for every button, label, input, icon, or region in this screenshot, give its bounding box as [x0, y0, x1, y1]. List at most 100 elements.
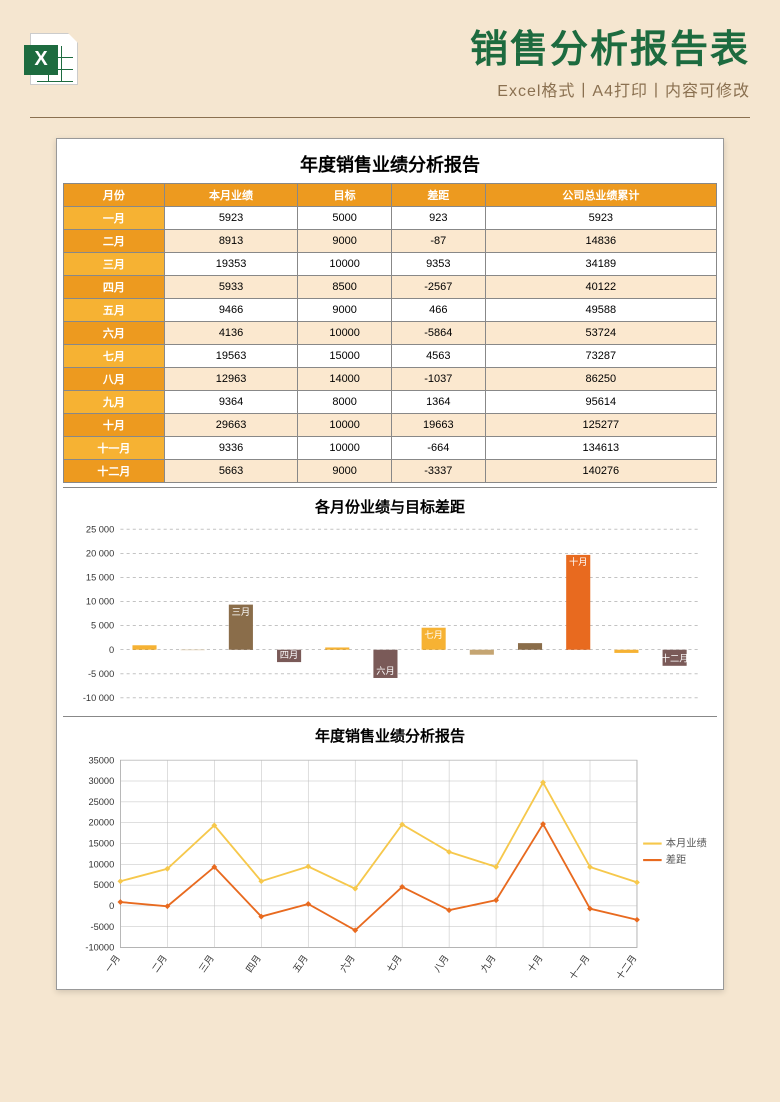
svg-text:10000: 10000	[88, 860, 114, 870]
data-cell: 14836	[485, 230, 716, 253]
row-header: 十二月	[64, 460, 165, 483]
data-cell: 95614	[485, 391, 716, 414]
data-cell: 4136	[164, 322, 297, 345]
line-chart-title: 年度销售业绩分析报告	[71, 725, 709, 746]
svg-text:-10 000: -10 000	[83, 693, 114, 703]
svg-text:八月: 八月	[432, 953, 451, 974]
data-cell: 49588	[485, 299, 716, 322]
data-cell: -87	[391, 230, 485, 253]
data-cell: -1037	[391, 368, 485, 391]
svg-text:六月: 六月	[376, 665, 394, 676]
line-chart-box: 年度销售业绩分析报告 -10000-5000050001000015000200…	[63, 716, 717, 982]
data-cell: 19663	[391, 414, 485, 437]
data-cell: 14000	[298, 368, 392, 391]
data-cell: 29663	[164, 414, 297, 437]
data-cell: 8500	[298, 276, 392, 299]
table-row: 四月59338500-256740122	[64, 276, 717, 299]
svg-text:十二月: 十二月	[614, 953, 639, 979]
data-cell: 5923	[485, 207, 716, 230]
svg-text:-5 000: -5 000	[88, 669, 114, 679]
svg-text:七月: 七月	[424, 630, 443, 640]
data-cell: 34189	[485, 253, 716, 276]
data-cell: 9336	[164, 437, 297, 460]
svg-text:5000: 5000	[94, 880, 115, 890]
page-subtitle: Excel格式丨A4打印丨内容可修改	[104, 77, 750, 101]
svg-text:差距: 差距	[666, 853, 687, 866]
svg-text:四月: 四月	[280, 650, 299, 660]
data-cell: 9353	[391, 253, 485, 276]
data-cell: 1364	[391, 391, 485, 414]
table-row: 二月89139000-8714836	[64, 230, 717, 253]
data-cell: -5864	[391, 322, 485, 345]
page-header: X 销售分析报告表 Excel格式丨A4打印丨内容可修改	[0, 0, 780, 111]
svg-text:5 000: 5 000	[91, 621, 114, 631]
data-cell: -3337	[391, 460, 485, 483]
data-cell: 40122	[485, 276, 716, 299]
data-cell: 10000	[298, 322, 392, 345]
svg-text:二月: 二月	[150, 953, 169, 974]
col-header: 月份	[64, 184, 165, 207]
data-cell: -664	[391, 437, 485, 460]
row-header: 九月	[64, 391, 165, 414]
row-header: 二月	[64, 230, 165, 253]
svg-text:十月: 十月	[525, 953, 545, 974]
data-cell: 5663	[164, 460, 297, 483]
page-title: 销售分析报告表	[104, 18, 750, 73]
svg-text:六月: 六月	[337, 953, 357, 974]
data-cell: 5000	[298, 207, 392, 230]
table-row: 十月296631000019663125277	[64, 414, 717, 437]
table-row: 九月93648000136495614	[64, 391, 717, 414]
svg-text:十一月: 十一月	[567, 953, 592, 979]
data-cell: 140276	[485, 460, 716, 483]
data-cell: 923	[391, 207, 485, 230]
svg-text:10 000: 10 000	[86, 597, 114, 607]
data-cell: 15000	[298, 345, 392, 368]
worksheet: 年度销售业绩分析报告 月份本月业绩目标差距公司总业绩累计 一月592350009…	[56, 138, 724, 990]
svg-text:五月: 五月	[291, 953, 310, 974]
svg-text:25 000: 25 000	[86, 524, 114, 534]
data-cell: 53724	[485, 322, 716, 345]
svg-text:本月业绩: 本月业绩	[666, 837, 707, 850]
data-cell: 9000	[298, 299, 392, 322]
data-cell: 9364	[164, 391, 297, 414]
report-title: 年度销售业绩分析报告	[63, 145, 717, 183]
data-cell: 10000	[298, 437, 392, 460]
row-header: 十一月	[64, 437, 165, 460]
row-header: 三月	[64, 253, 165, 276]
table-row: 十二月56639000-3337140276	[64, 460, 717, 483]
col-header: 公司总业绩累计	[485, 184, 716, 207]
svg-text:25000: 25000	[88, 797, 114, 807]
table-row: 三月1935310000935334189	[64, 253, 717, 276]
table-row: 一月592350009235923	[64, 207, 717, 230]
row-header: 六月	[64, 322, 165, 345]
data-cell: 19563	[164, 345, 297, 368]
svg-text:一月: 一月	[103, 953, 122, 974]
table-row: 八月1296314000-103786250	[64, 368, 717, 391]
data-cell: 8000	[298, 391, 392, 414]
col-header: 本月业绩	[164, 184, 297, 207]
col-header: 目标	[298, 184, 392, 207]
svg-text:15000: 15000	[88, 839, 114, 849]
svg-text:20000: 20000	[88, 818, 114, 828]
data-cell: 10000	[298, 253, 392, 276]
svg-text:七月: 七月	[385, 953, 404, 974]
table-row: 七月1956315000456373287	[64, 345, 717, 368]
data-cell: 125277	[485, 414, 716, 437]
table-row: 十一月933610000-664134613	[64, 437, 717, 460]
col-header: 差距	[391, 184, 485, 207]
svg-text:九月: 九月	[478, 953, 498, 974]
svg-text:十二月: 十二月	[661, 653, 689, 664]
data-cell: 9466	[164, 299, 297, 322]
row-header: 十月	[64, 414, 165, 437]
svg-text:30000: 30000	[88, 776, 114, 786]
excel-icon: X	[30, 31, 88, 89]
bar-chart-title: 各月份业绩与目标差距	[71, 496, 709, 517]
svg-text:0: 0	[109, 901, 114, 911]
row-header: 五月	[64, 299, 165, 322]
data-cell: 10000	[298, 414, 392, 437]
line-chart: -10000-500005000100001500020000250003000…	[71, 752, 709, 978]
row-header: 八月	[64, 368, 165, 391]
svg-text:三月: 三月	[232, 607, 251, 617]
svg-text:三月: 三月	[197, 953, 216, 974]
row-header: 一月	[64, 207, 165, 230]
